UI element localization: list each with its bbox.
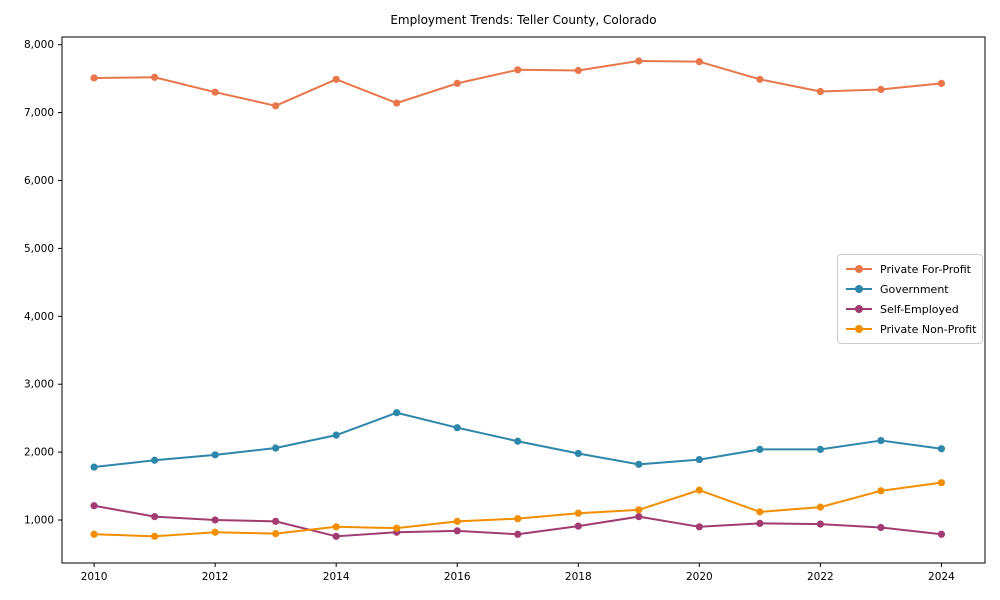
series-marker	[272, 529, 280, 538]
series-marker	[211, 528, 219, 536]
legend-item-3: Self-Employed	[846, 299, 974, 319]
y-tick-label: 7,000	[24, 107, 54, 119]
y-tick-label: 2,000	[24, 447, 54, 459]
legend-box: Private For-Profit Government Self-Employe…	[837, 254, 983, 344]
series-marker	[453, 79, 461, 87]
series-marker	[453, 527, 461, 535]
legend-label: Private For-Profit	[880, 262, 971, 276]
x-tick-label: 2010	[81, 571, 108, 583]
x-tick-label: 2012	[202, 571, 229, 583]
series-marker	[514, 437, 522, 445]
x-tick-label: 2014	[323, 571, 350, 583]
series-marker	[695, 455, 703, 464]
y-tick-label: 5,000	[24, 243, 54, 255]
series-marker	[151, 532, 159, 540]
series-marker	[695, 58, 703, 66]
series-marker	[332, 523, 340, 531]
x-tick-label: 2016	[444, 571, 471, 583]
legend-marker-dot	[855, 285, 863, 293]
series-marker	[877, 85, 885, 94]
series-marker	[937, 530, 946, 538]
y-tick-label: 1,000	[24, 515, 54, 527]
series-marker	[514, 66, 522, 74]
series-marker	[756, 519, 764, 528]
series-marker	[756, 75, 764, 83]
series-marker	[574, 522, 582, 530]
series-marker	[514, 530, 522, 538]
y-tick-label: 3,000	[24, 379, 54, 391]
series-marker	[90, 74, 98, 82]
y-tick-label: 8,000	[24, 39, 54, 51]
series-marker	[332, 75, 340, 83]
x-tick-label: 2024	[928, 571, 955, 583]
legend-marker-dot	[855, 305, 863, 313]
series-marker	[574, 509, 582, 517]
series-marker	[453, 517, 461, 525]
legend-marker-dot	[855, 265, 863, 273]
series-line-4	[94, 481, 942, 538]
series-marker	[695, 523, 703, 531]
legend-item-1: Private For-Profit	[846, 259, 974, 279]
series-marker	[574, 449, 582, 458]
series-marker	[635, 57, 643, 65]
legend-line-swatch	[846, 285, 872, 293]
series-marker	[816, 445, 824, 453]
series-marker	[393, 409, 401, 417]
series-marker	[151, 456, 159, 464]
series-marker	[211, 451, 219, 459]
legend-label: Self-Employed	[880, 302, 959, 316]
series-marker	[816, 503, 824, 511]
series-marker	[272, 517, 280, 525]
series-marker	[514, 515, 522, 523]
series-marker	[816, 87, 824, 96]
legend-label: Government	[880, 282, 949, 296]
series-marker	[756, 445, 764, 453]
series-marker	[272, 444, 280, 452]
series-marker	[393, 524, 401, 532]
series-marker	[151, 73, 159, 81]
legend-marker-dot	[855, 325, 863, 333]
legend-line-swatch	[846, 325, 872, 333]
series-marker	[635, 513, 643, 521]
series-marker	[635, 460, 643, 468]
legend-item-4: Private Non-Profit	[846, 319, 977, 339]
series-marker	[816, 520, 824, 528]
chart-title: Employment Trends: Teller County, Colora…	[390, 13, 657, 27]
series-marker	[937, 445, 946, 453]
series-marker	[211, 88, 219, 96]
series-marker	[90, 463, 98, 471]
legend-line-swatch	[846, 265, 872, 273]
series-marker	[574, 66, 582, 75]
x-tick-label: 2018	[565, 571, 592, 583]
series-marker	[211, 516, 219, 524]
series-marker	[393, 99, 401, 107]
series-marker	[877, 523, 885, 532]
series-marker	[756, 508, 764, 516]
x-tick-label: 2022	[807, 571, 834, 583]
series-marker	[937, 79, 946, 87]
series-marker	[332, 431, 340, 439]
plot-border	[61, 36, 986, 564]
series-marker	[90, 502, 98, 510]
y-tick-label: 6,000	[24, 175, 54, 187]
legend-line-swatch	[846, 305, 872, 313]
series-marker	[332, 532, 340, 540]
series-marker	[453, 424, 461, 432]
y-tick-label: 4,000	[24, 311, 54, 323]
series-marker	[151, 513, 159, 521]
series-marker	[877, 487, 885, 495]
series-marker	[877, 436, 885, 445]
series-marker	[937, 479, 946, 487]
series-marker	[635, 506, 643, 514]
series-marker	[695, 486, 703, 494]
series-marker	[272, 102, 280, 110]
x-tick-label: 2020	[686, 571, 713, 583]
legend-item-2: Government	[846, 279, 974, 299]
series-marker	[90, 530, 98, 538]
legend-label: Private Non-Profit	[880, 322, 977, 336]
